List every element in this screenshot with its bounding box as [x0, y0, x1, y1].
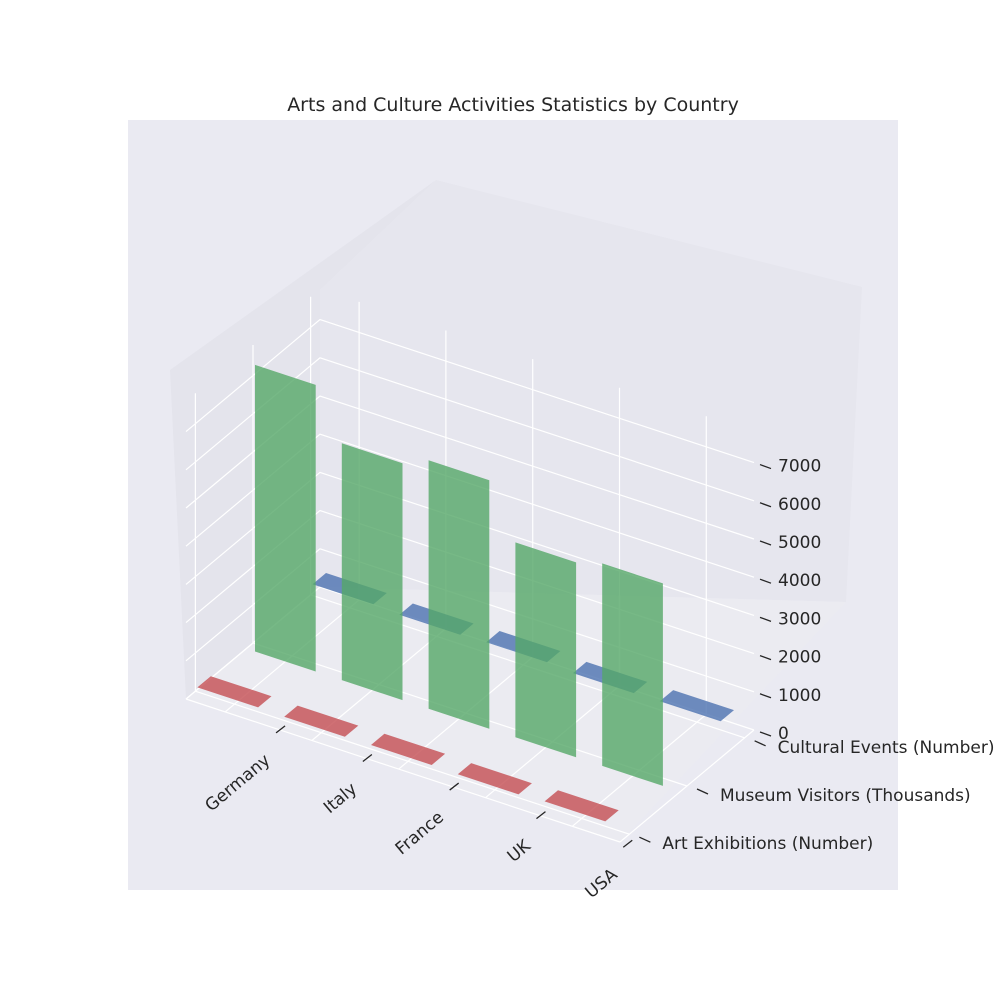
- y-tick: [639, 836, 651, 843]
- x-tick: [622, 839, 633, 848]
- bar-art-exhibitions-number-usa: [544, 790, 619, 822]
- z-gridline: [185, 433, 755, 578]
- y-tick-label: Art Exhibitions (Number): [662, 834, 873, 854]
- bar-cultural-events-number-usa: [659, 690, 734, 722]
- z-tick: [759, 731, 772, 737]
- chart-title: Arts and Culture Activities Statistics b…: [287, 94, 739, 116]
- x-tick: [275, 725, 286, 734]
- z-tick: [759, 540, 772, 546]
- axis-ticks: [275, 463, 772, 848]
- z-tick-label: 0: [778, 724, 789, 744]
- bar-museum-visitors-thousands-france: [428, 460, 490, 729]
- y-tick-label: Museum Visitors (Thousands): [720, 786, 971, 806]
- z-tick-label: 3000: [778, 609, 821, 629]
- y-tick: [696, 788, 709, 795]
- x-tick: [536, 811, 546, 820]
- pane-edge: [619, 729, 755, 843]
- z-gridline: [185, 395, 755, 540]
- z-tick-label: 1000: [778, 686, 821, 706]
- x-tick: [362, 753, 373, 762]
- z-gridline: [185, 357, 755, 502]
- z-tick: [759, 463, 772, 470]
- bar-museum-visitors-thousands-usa: [602, 563, 663, 786]
- z-tick-label: 4000: [778, 571, 821, 591]
- z-tick: [759, 693, 772, 699]
- x-tick: [449, 782, 460, 791]
- z-tick: [759, 578, 772, 584]
- bars: [197, 364, 734, 822]
- bar-art-exhibitions-number-italy: [284, 705, 359, 737]
- z-tick-label: 2000: [778, 648, 821, 668]
- bar-museum-visitors-thousands-germany: [255, 364, 316, 672]
- z-gridline: [185, 318, 755, 464]
- bar-museum-visitors-thousands-italy: [341, 443, 403, 701]
- pane-edge: [185, 698, 621, 843]
- z-tick-label: 6000: [778, 495, 821, 515]
- bar-art-exhibitions-number-germany: [197, 676, 272, 708]
- z-tick-label: 7000: [778, 457, 821, 477]
- z-tick: [759, 502, 772, 508]
- z-tick-label: 5000: [778, 533, 821, 553]
- bar-art-exhibitions-number-france: [371, 733, 446, 765]
- bar-museum-visitors-thousands-uk: [515, 542, 577, 758]
- bar-art-exhibitions-number-uk: [457, 763, 532, 795]
- z-tick: [759, 616, 772, 622]
- y-tick: [754, 740, 766, 747]
- z-tick: [759, 654, 772, 661]
- y-tick-label: Cultural Events (Number): [778, 738, 995, 758]
